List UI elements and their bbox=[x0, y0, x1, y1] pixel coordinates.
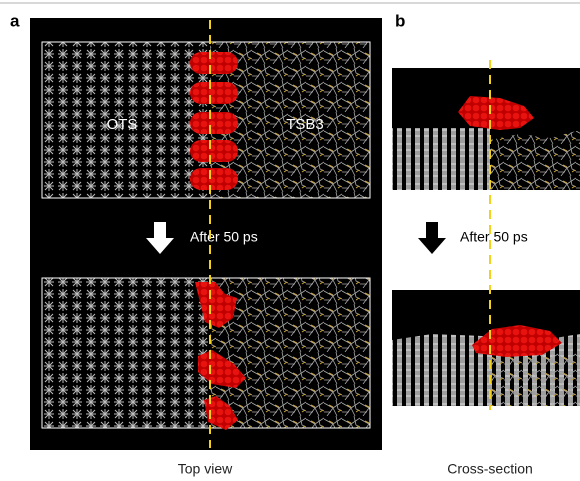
step-label: After 50 ps bbox=[190, 229, 258, 245]
caption: Top view bbox=[178, 461, 233, 477]
step-label: After 50 ps bbox=[460, 229, 528, 245]
figure: a OTS TSB3 After 50 ps Top view b After … bbox=[0, 0, 580, 481]
region-label: TSB3 bbox=[286, 116, 324, 133]
cross-section-final bbox=[392, 290, 580, 406]
top-view-final bbox=[42, 278, 370, 430]
panel-label: a bbox=[10, 11, 20, 30]
caption: Cross-section bbox=[447, 461, 533, 477]
cross-section-initial bbox=[392, 68, 580, 190]
panel-label: b bbox=[395, 11, 405, 30]
arrow bbox=[418, 222, 446, 254]
region-label: OTS bbox=[107, 116, 138, 133]
